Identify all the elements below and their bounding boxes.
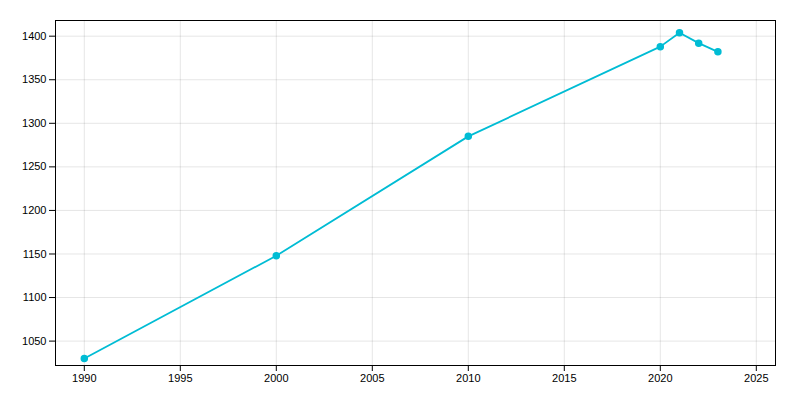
svg-text:2025: 2025	[744, 372, 768, 384]
svg-text:2015: 2015	[552, 372, 576, 384]
svg-text:1150: 1150	[23, 248, 47, 260]
svg-text:1250: 1250	[22, 160, 46, 172]
svg-text:2000: 2000	[264, 372, 288, 384]
svg-text:1200: 1200	[22, 204, 46, 216]
svg-text:1050: 1050	[22, 335, 46, 347]
svg-text:1400: 1400	[22, 30, 46, 42]
svg-text:1995: 1995	[168, 372, 192, 384]
svg-text:2020: 2020	[648, 372, 672, 384]
svg-text:1100: 1100	[23, 291, 47, 303]
svg-text:1300: 1300	[22, 117, 46, 129]
svg-text:1350: 1350	[22, 73, 46, 85]
svg-text:2005: 2005	[360, 372, 384, 384]
svg-text:2010: 2010	[456, 372, 480, 384]
svg-text:1990: 1990	[72, 372, 96, 384]
